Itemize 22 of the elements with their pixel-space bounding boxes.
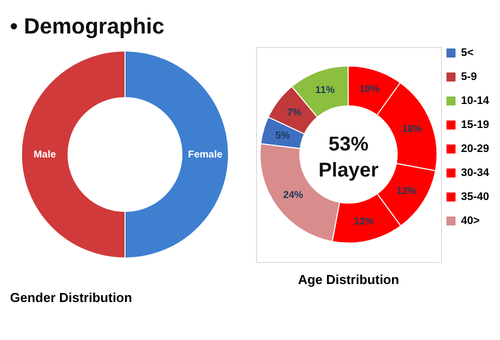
data-label: 18% (402, 124, 422, 136)
text: • Demographic (10, 14, 164, 38)
data-label: 11% (315, 85, 335, 96)
data-label: 12% (396, 186, 417, 198)
legend-label: 5-9 (461, 71, 477, 83)
legend-label: 40> (461, 215, 480, 227)
legend-label: 30-34 (461, 167, 490, 179)
data-label: 5% (275, 130, 290, 142)
slice-label: Male (34, 150, 56, 160)
data-label: 10% (359, 84, 380, 96)
legend-label: 20-29 (461, 143, 490, 155)
legend-label: 10-14 (461, 95, 490, 107)
data-label: 13% (354, 216, 374, 228)
data-label: 24% (283, 190, 304, 202)
legend-label: 5< (461, 47, 474, 59)
data-label: 7% (286, 108, 302, 119)
slice-label: Female (188, 150, 223, 160)
text: 53% Player (318, 134, 379, 182)
text: Age Distribution (298, 272, 400, 287)
legend-label: 15-19 (461, 119, 490, 131)
legend-label: 35-40 (461, 191, 490, 203)
text: Gender Distribution (10, 290, 132, 305)
